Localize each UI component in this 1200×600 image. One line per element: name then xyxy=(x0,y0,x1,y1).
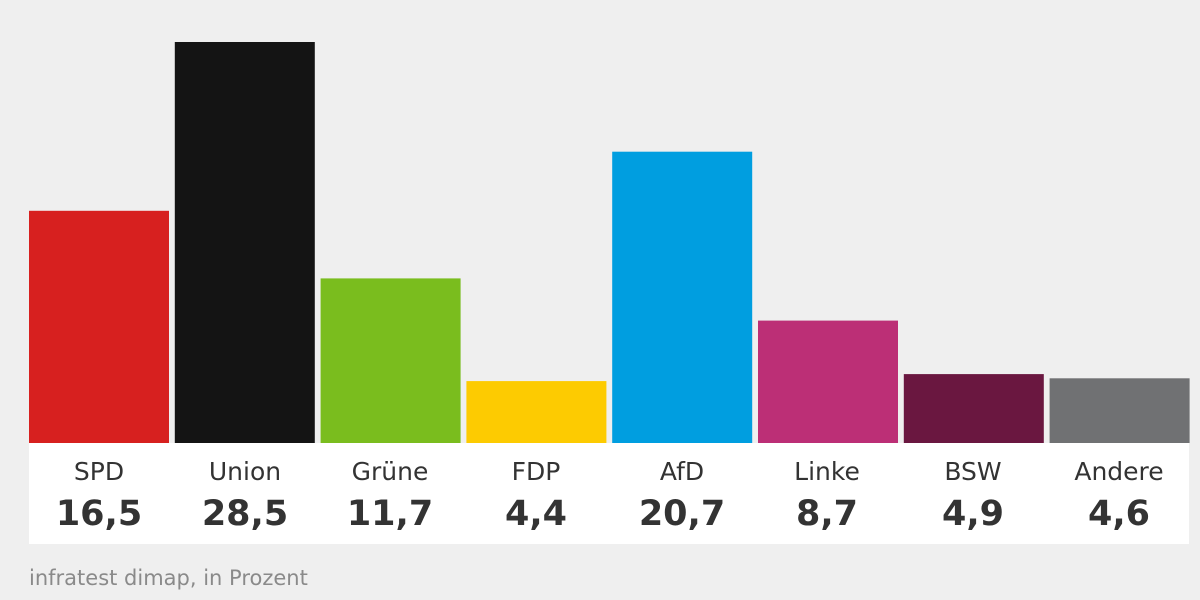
value-label-andere: 4,6 xyxy=(1087,494,1150,534)
bar-bsw xyxy=(903,374,1044,443)
bar-fdp xyxy=(466,381,607,443)
bar-union xyxy=(174,42,315,443)
category-label-spd: SPD xyxy=(73,457,125,486)
category-label-union: Union xyxy=(208,457,282,486)
bar-andere xyxy=(1049,378,1190,443)
category-label-gruene: Grüne xyxy=(351,457,429,486)
value-label-afd: 20,7 xyxy=(638,494,726,534)
value-label-linke: 8,7 xyxy=(795,494,858,534)
bar-afd xyxy=(612,151,753,443)
bar-linke xyxy=(758,320,898,443)
category-label-fdp: FDP xyxy=(511,457,561,486)
value-label-bsw: 4,9 xyxy=(941,494,1004,534)
value-label-spd: 16,5 xyxy=(55,494,143,534)
category-label-afd: AfD xyxy=(659,457,705,486)
category-label-bsw: BSW xyxy=(944,457,1002,486)
category-label-linke: Linke xyxy=(794,457,860,486)
label-panel xyxy=(29,443,1189,544)
source-note: infratest dimap, in Prozent xyxy=(29,566,308,590)
value-label-union: 28,5 xyxy=(201,494,289,534)
value-label-gruene: 11,7 xyxy=(346,494,434,534)
bar-spd xyxy=(29,210,169,443)
category-label-andere: Andere xyxy=(1074,457,1164,486)
value-label-fdp: 4,4 xyxy=(504,494,567,534)
bar-gruene xyxy=(320,278,461,443)
